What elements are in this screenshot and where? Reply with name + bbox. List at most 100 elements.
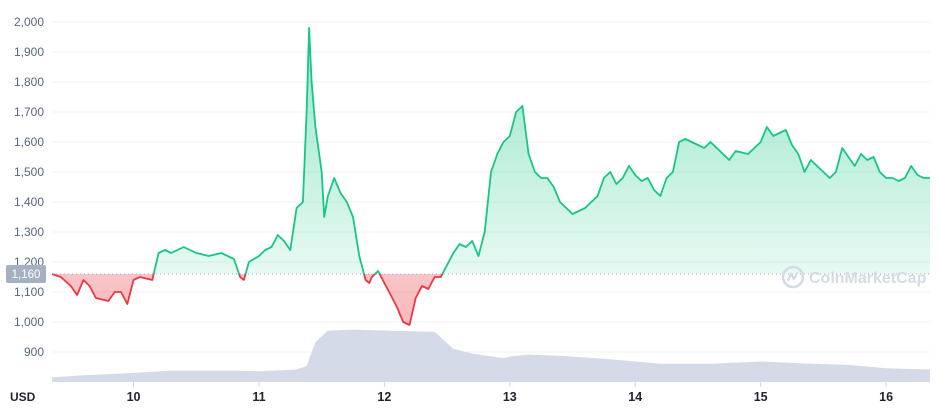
price-point[interactable] bbox=[232, 257, 236, 261]
price-point[interactable] bbox=[420, 284, 424, 288]
price-point[interactable] bbox=[847, 155, 851, 159]
price-point[interactable] bbox=[238, 275, 242, 279]
price-point[interactable] bbox=[878, 170, 882, 174]
price-point[interactable] bbox=[163, 248, 167, 252]
price-point[interactable] bbox=[88, 284, 92, 288]
price-point[interactable] bbox=[771, 134, 775, 138]
price-point[interactable] bbox=[364, 278, 368, 282]
price-point[interactable] bbox=[395, 305, 399, 309]
price-point[interactable] bbox=[796, 152, 800, 156]
price-point[interactable] bbox=[621, 176, 625, 180]
price-point[interactable] bbox=[288, 248, 292, 252]
price-point[interactable] bbox=[922, 176, 926, 180]
price-point[interactable] bbox=[50, 272, 54, 276]
price-point[interactable] bbox=[646, 176, 650, 180]
price-point[interactable] bbox=[683, 137, 687, 141]
price-point[interactable] bbox=[834, 170, 838, 174]
price-point[interactable] bbox=[853, 164, 857, 168]
price-point[interactable] bbox=[106, 299, 110, 303]
price-point[interactable] bbox=[759, 140, 763, 144]
price-point[interactable] bbox=[242, 278, 246, 282]
price-point[interactable] bbox=[132, 278, 136, 282]
price-point[interactable] bbox=[727, 158, 731, 162]
price-point[interactable] bbox=[282, 239, 286, 243]
price-point[interactable] bbox=[305, 110, 309, 114]
price-point[interactable] bbox=[69, 284, 73, 288]
price-point[interactable] bbox=[322, 215, 326, 219]
price-point[interactable] bbox=[614, 182, 618, 186]
price-point[interactable] bbox=[916, 173, 920, 177]
price-point[interactable] bbox=[533, 170, 537, 174]
price-point[interactable] bbox=[370, 275, 374, 279]
price-point[interactable] bbox=[376, 269, 380, 273]
price-point[interactable] bbox=[658, 194, 662, 198]
price-point[interactable] bbox=[477, 254, 481, 258]
price-point[interactable] bbox=[451, 251, 455, 255]
price-point[interactable] bbox=[909, 164, 913, 168]
price-point[interactable] bbox=[301, 200, 305, 204]
price-point[interactable] bbox=[59, 275, 63, 279]
price-point[interactable] bbox=[94, 296, 98, 300]
price-point[interactable] bbox=[345, 200, 349, 204]
price-point[interactable] bbox=[310, 80, 314, 84]
price-point[interactable] bbox=[865, 158, 869, 162]
price-point[interactable] bbox=[367, 281, 371, 285]
price-line-above[interactable] bbox=[52, 27, 930, 325]
price-point[interactable] bbox=[571, 212, 575, 216]
price-point[interactable] bbox=[276, 233, 280, 237]
price-point[interactable] bbox=[508, 134, 512, 138]
price-point[interactable] bbox=[113, 290, 117, 294]
price-point[interactable] bbox=[389, 293, 393, 297]
price-point[interactable] bbox=[815, 164, 819, 168]
price-point[interactable] bbox=[408, 323, 412, 327]
price-point[interactable] bbox=[828, 176, 832, 180]
price-point[interactable] bbox=[564, 206, 568, 210]
price-point[interactable] bbox=[194, 251, 198, 255]
price-point[interactable] bbox=[247, 260, 251, 264]
price-point[interactable] bbox=[169, 251, 173, 255]
price-point[interactable] bbox=[439, 275, 443, 279]
price-point[interactable] bbox=[81, 278, 85, 282]
price-point[interactable] bbox=[702, 146, 706, 150]
price-point[interactable] bbox=[821, 170, 825, 174]
price-point[interactable] bbox=[295, 206, 299, 210]
price-point[interactable] bbox=[138, 275, 142, 279]
price-point[interactable] bbox=[709, 140, 713, 144]
price-point[interactable] bbox=[75, 293, 79, 297]
price-point[interactable] bbox=[357, 254, 361, 258]
price-point[interactable] bbox=[182, 245, 186, 249]
price-point[interactable] bbox=[207, 254, 211, 258]
price-point[interactable] bbox=[414, 296, 418, 300]
price-point[interactable] bbox=[307, 26, 311, 30]
price-point[interactable] bbox=[809, 158, 813, 162]
price-point[interactable] bbox=[401, 320, 405, 324]
price-point[interactable] bbox=[884, 176, 888, 180]
price-point[interactable] bbox=[502, 140, 506, 144]
price-point[interactable] bbox=[715, 146, 719, 150]
price-point[interactable] bbox=[514, 110, 518, 114]
price-point[interactable] bbox=[495, 152, 499, 156]
price-point[interactable] bbox=[633, 173, 637, 177]
price-point[interactable] bbox=[746, 152, 750, 156]
price-line[interactable] bbox=[50, 26, 932, 327]
price-point[interactable] bbox=[351, 215, 355, 219]
price-point[interactable] bbox=[677, 140, 681, 144]
price-point[interactable] bbox=[489, 170, 493, 174]
price-point[interactable] bbox=[552, 185, 556, 189]
price-point[interactable] bbox=[326, 194, 330, 198]
price-point[interactable] bbox=[890, 176, 894, 180]
price-point[interactable] bbox=[125, 302, 129, 306]
price-point[interactable] bbox=[539, 176, 543, 180]
price-point[interactable] bbox=[734, 149, 738, 153]
price-point[interactable] bbox=[721, 152, 725, 156]
price-point[interactable] bbox=[640, 179, 644, 183]
price-point[interactable] bbox=[765, 125, 769, 129]
price-point[interactable] bbox=[872, 155, 876, 159]
price-point[interactable] bbox=[219, 251, 223, 255]
price-point[interactable] bbox=[903, 176, 907, 180]
price-point[interactable] bbox=[150, 278, 154, 282]
price-point[interactable] bbox=[790, 143, 794, 147]
price-point[interactable] bbox=[602, 176, 606, 180]
price-point[interactable] bbox=[520, 104, 524, 108]
